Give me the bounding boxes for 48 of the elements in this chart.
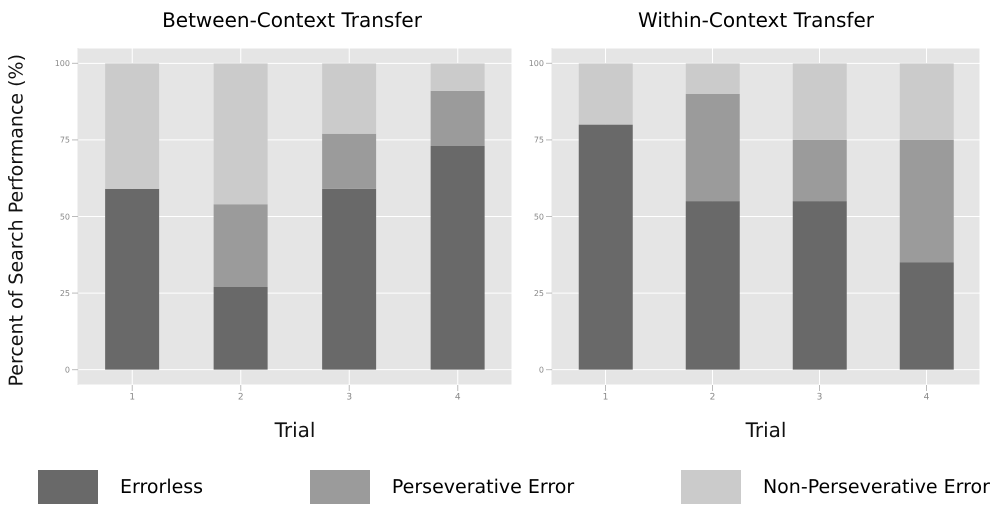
bar (105, 63, 160, 189)
bar (430, 90, 485, 146)
y-tick-label: 50 (60, 212, 70, 222)
chart-title: Between-Context Transfer (161, 8, 423, 34)
bar (900, 63, 954, 140)
x-tick-label: 3 (816, 392, 822, 402)
bar (105, 188, 160, 370)
bar (214, 286, 268, 370)
y-tick-label: 50 (534, 212, 544, 222)
legend-label: Non-Perseverative Error (762, 476, 990, 498)
x-axis-title: Trial (744, 418, 786, 442)
bar (214, 63, 268, 204)
bar (578, 124, 633, 370)
bar (792, 63, 847, 140)
bar (322, 188, 376, 370)
bar (792, 201, 847, 370)
bar (792, 140, 847, 202)
x-tick-label: 1 (129, 392, 136, 402)
y-tick-label: 0 (538, 366, 544, 375)
x-tick-label: 4 (454, 392, 461, 402)
y-tick-label: 75 (60, 136, 70, 145)
y-tick-label: 75 (534, 136, 544, 145)
x-tick-label: 4 (924, 392, 930, 402)
x-tick-label: 1 (602, 392, 608, 402)
x-tick-label: 3 (346, 392, 352, 402)
bar (686, 63, 740, 94)
bar (430, 146, 485, 370)
x-tick-label: 2 (710, 392, 716, 402)
bar (900, 262, 954, 370)
bar (322, 63, 376, 134)
legend-label: Errorless (120, 476, 204, 498)
legend-label: Perseverative Error (392, 476, 574, 498)
chart-title: Within-Context Transfer (637, 8, 875, 34)
x-axis-title: Trial (274, 418, 316, 442)
x-tick-label: 2 (238, 392, 244, 402)
bar (686, 94, 740, 202)
y-tick-label: 100 (528, 59, 544, 68)
bar (430, 63, 485, 91)
bar (900, 140, 954, 262)
bar (686, 201, 740, 370)
y-tick-label: 0 (64, 366, 70, 375)
y-tick-label: 100 (54, 59, 70, 68)
y-tick-label: 25 (60, 288, 70, 298)
bar (578, 63, 633, 125)
y-axis-title: Percent of Search Performance (%) (6, 54, 28, 386)
bar (322, 134, 376, 189)
y-tick-label: 25 (534, 288, 544, 298)
bar (214, 204, 268, 287)
